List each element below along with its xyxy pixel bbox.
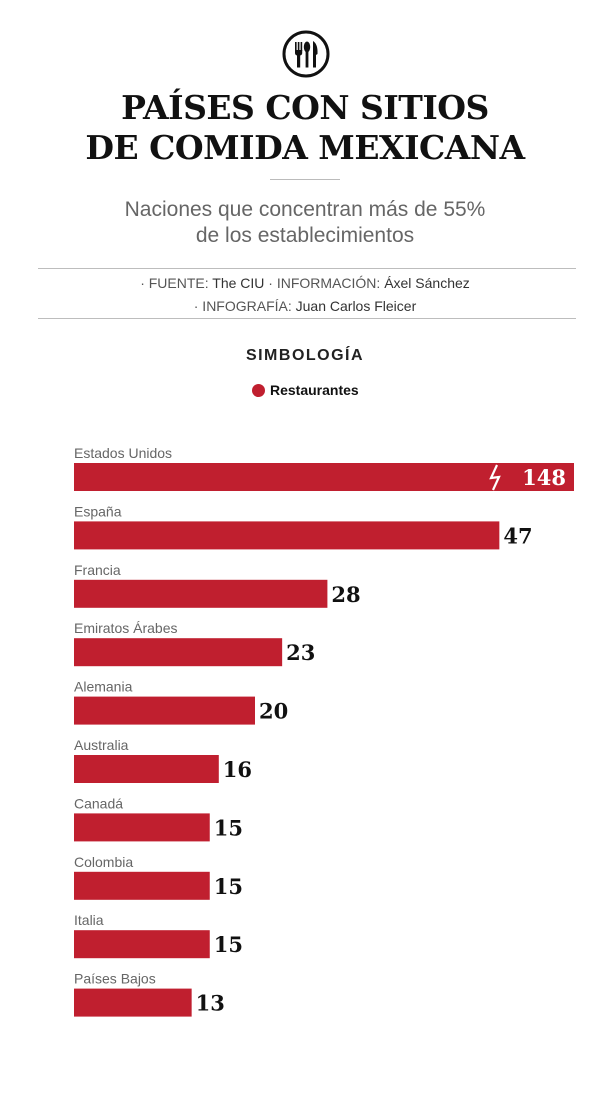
credits-bottom-divider [38,318,576,319]
credits-line-2: · INFOGRAFÍA: Juan Carlos Fleicer [0,297,610,315]
subtitle-line-2: de los establecimientos [195,224,415,247]
fuente-label: · FUENTE: [140,275,209,291]
bar [74,521,500,550]
bar-value-label: 15 [214,932,243,957]
bar-value-label: 16 [223,757,252,782]
title-divider [270,179,340,180]
informacion-label: · INFORMACIÓN: [268,275,381,291]
bar-category-label: Países Bajos [74,971,156,987]
fork-spoon-knife-icon [282,30,330,78]
bar-category-label: Canadá [74,795,123,811]
page-title: PAÍSES CON SITIOS DE COMIDA MEXICANA [0,88,610,168]
bar-value-label: 15 [214,815,243,840]
informacion-value: Áxel Sánchez [384,275,470,291]
title-line-2: DE COMIDA MEXICANA [85,128,525,167]
bar-value-label: 148 [522,465,566,490]
bar-value-label: 13 [196,991,225,1016]
legend-swatch [252,383,265,397]
bar-value-label: 47 [503,523,532,548]
bar-category-label: Australia [74,737,129,753]
fuente-value: The CIU [212,275,265,291]
bar [74,579,328,608]
bar-category-label: Francia [74,562,121,578]
bar-category-label: España [74,503,122,519]
title-line-1: PAÍSES CON SITIOS [121,88,489,127]
bar-value-label: 23 [286,640,315,665]
bar [74,871,210,900]
bar-category-label: Estados Unidos [74,445,172,461]
legend-label: Restaurantes [270,382,359,398]
bar-category-label: Colombia [74,854,133,870]
bar-category-label: Italia [74,912,104,928]
bar [74,755,219,783]
infografia-label: · INFOGRAFÍA: [193,298,292,314]
legend-item: Restaurantes [252,380,359,400]
infografia-value: Juan Carlos Fleicer [295,298,417,314]
credits-top-divider [38,268,576,269]
bar [74,988,192,1017]
bar-category-label: Alemania [74,679,133,695]
bar-value-label: 20 [259,699,288,724]
credits-line-1: · FUENTE: The CIU · INFORMACIÓN: Áxel Sá… [0,274,610,292]
bar-category-label: Emiratos Árabes [74,620,177,636]
bar [74,638,283,667]
subtitle: Naciones que concentran más de 55% de lo… [0,197,610,249]
axis-break-mark [489,464,501,491]
legend-title: SIMBOLOGÍA [245,347,365,364]
subtitle-line-1: Naciones que concentran más de 55% [124,198,486,221]
bar [74,930,210,959]
bar-value-label: 15 [214,874,243,899]
bar [74,813,210,842]
bar [74,696,255,725]
bar-value-label: 28 [331,582,360,607]
